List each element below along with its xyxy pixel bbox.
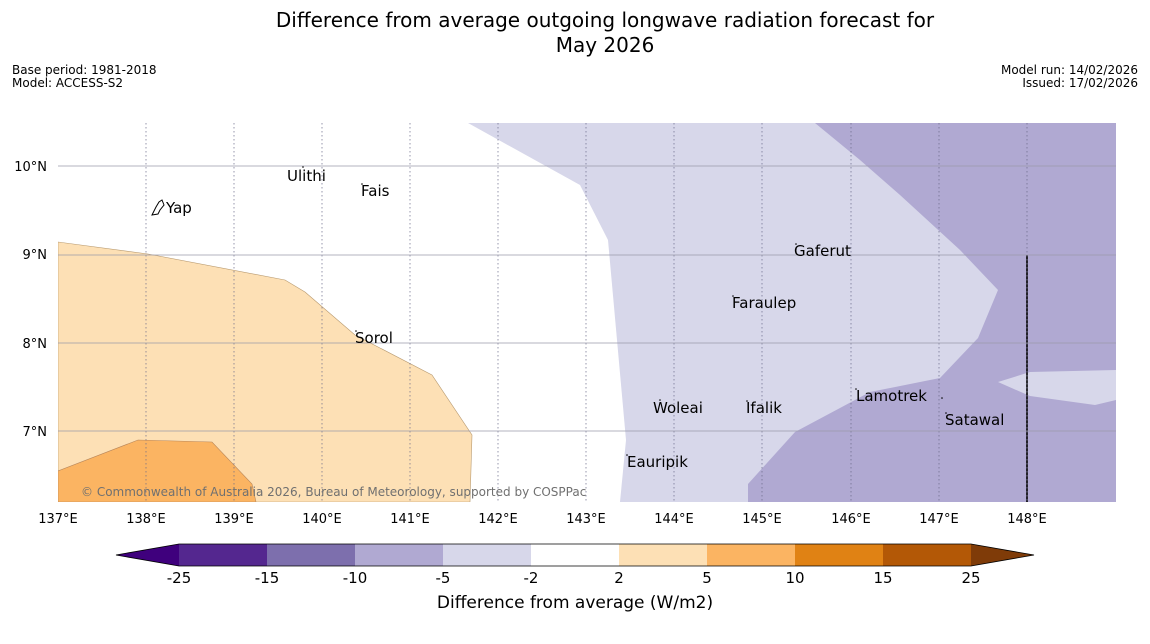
island-dot — [361, 183, 363, 185]
island-dot — [945, 412, 947, 414]
island-dot — [626, 454, 628, 456]
colorbar-swatch — [883, 544, 971, 566]
colorbar-tick: -10 — [343, 569, 368, 587]
place-label: Ulithi — [287, 167, 326, 185]
place-label: Fais — [361, 182, 390, 200]
meta-left: Base period: 1981-2018 Model: ACCESS-S2 — [12, 64, 157, 90]
colorbar-swatch — [355, 544, 443, 566]
lon-tick: 137°E — [38, 512, 78, 527]
base-period: Base period: 1981-2018 — [12, 63, 157, 77]
colorbar-tick: -5 — [436, 569, 451, 587]
lon-axis: 137°E 138°E 139°E 140°E 141°E 142°E 143°… — [38, 512, 1047, 527]
region-2-to-5 — [58, 241, 473, 502]
place-label: Gaferut — [794, 242, 851, 260]
lon-tick: 141°E — [390, 512, 430, 527]
colorbar-tick: 2 — [614, 569, 624, 587]
colorbar-swatch — [267, 544, 355, 566]
lon-tick: 145°E — [742, 512, 782, 527]
chart-title: Difference from average outgoing longwav… — [0, 8, 1150, 58]
island-dot — [746, 400, 748, 402]
colorbar-extend-high — [971, 544, 1034, 566]
place-label: Lamotrek — [856, 387, 927, 405]
island-dot — [659, 399, 661, 401]
lat-tick: 8°N — [23, 337, 48, 352]
island-dot — [795, 243, 797, 245]
island-dot — [302, 166, 304, 168]
island-dot — [941, 397, 943, 399]
lon-tick: 147°E — [919, 512, 959, 527]
colorbar-swatch — [531, 544, 619, 566]
place-label: Yap — [165, 199, 192, 217]
colorbar-tick: 15 — [873, 569, 892, 587]
gridlines — [58, 123, 1116, 502]
colorbar-swatch — [707, 544, 795, 566]
place-label: Eauripik — [627, 453, 688, 471]
lat-tick: 9°N — [23, 248, 48, 263]
region-minus10-to-minus5 — [748, 123, 1116, 502]
lon-tick: 142°E — [478, 512, 518, 527]
colorbar-label: Difference from average (W/m2) — [436, 593, 714, 613]
copyright-text: © Commonwealth of Australia 2026, Bureau… — [81, 485, 586, 499]
colorbar-tick: -2 — [524, 569, 539, 587]
place-label: Woleai — [653, 399, 703, 417]
colorbar-extend-low — [116, 544, 179, 566]
colorbar-swatch — [795, 544, 883, 566]
lat-tick: 7°N — [23, 425, 48, 440]
island-dot — [732, 295, 734, 297]
place-label: Sorol — [355, 329, 393, 347]
lon-tick: 139°E — [214, 512, 254, 527]
lon-tick: 148°E — [1007, 512, 1047, 527]
colorbar-tick: 25 — [961, 569, 980, 587]
meta-right: Model run: 14/02/2026 Issued: 17/02/2026 — [1001, 64, 1138, 90]
island-markers — [302, 166, 947, 456]
colorbar-swatch — [619, 544, 707, 566]
lon-tick: 143°E — [566, 512, 606, 527]
place-label: Ifalik — [746, 399, 782, 417]
model-name: Model: ACCESS-S2 — [12, 76, 124, 90]
region-5-to-10 — [58, 439, 257, 502]
title-line-1: Difference from average outgoing longwav… — [275, 8, 935, 32]
island-dot — [355, 330, 357, 332]
colorbar-swatch — [443, 544, 531, 566]
colorbar-tick: 10 — [785, 569, 804, 587]
colorbar: -25 -15 -10 -5 -2 2 5 10 15 25 — [115, 543, 1035, 587]
lon-tick: 138°E — [126, 512, 166, 527]
lon-tick: 146°E — [831, 512, 871, 527]
lat-axis: 10°N 9°N 8°N 7°N — [14, 160, 47, 440]
place-labels: Ulithi Fais Yap Gaferut Faraulep Sorol W… — [165, 167, 1004, 471]
colorbar-swatch — [179, 544, 267, 566]
issued-date: Issued: 17/02/2026 — [1022, 76, 1138, 90]
colorbar-tick: -25 — [167, 569, 192, 587]
lon-tick: 144°E — [654, 512, 694, 527]
place-label: Faraulep — [732, 294, 796, 312]
colorbar-tick: 5 — [702, 569, 712, 587]
map-area — [58, 123, 1116, 502]
model-run: Model run: 14/02/2026 — [1000, 63, 1138, 77]
lon-tick: 140°E — [302, 512, 342, 527]
colorbar-tick: -15 — [255, 569, 280, 587]
island-dot — [855, 388, 857, 390]
yap-island-outline — [151, 199, 165, 216]
title-line-2: May 2026 — [555, 33, 655, 57]
place-label: Satawal — [945, 411, 1004, 429]
lat-tick: 10°N — [14, 160, 47, 175]
